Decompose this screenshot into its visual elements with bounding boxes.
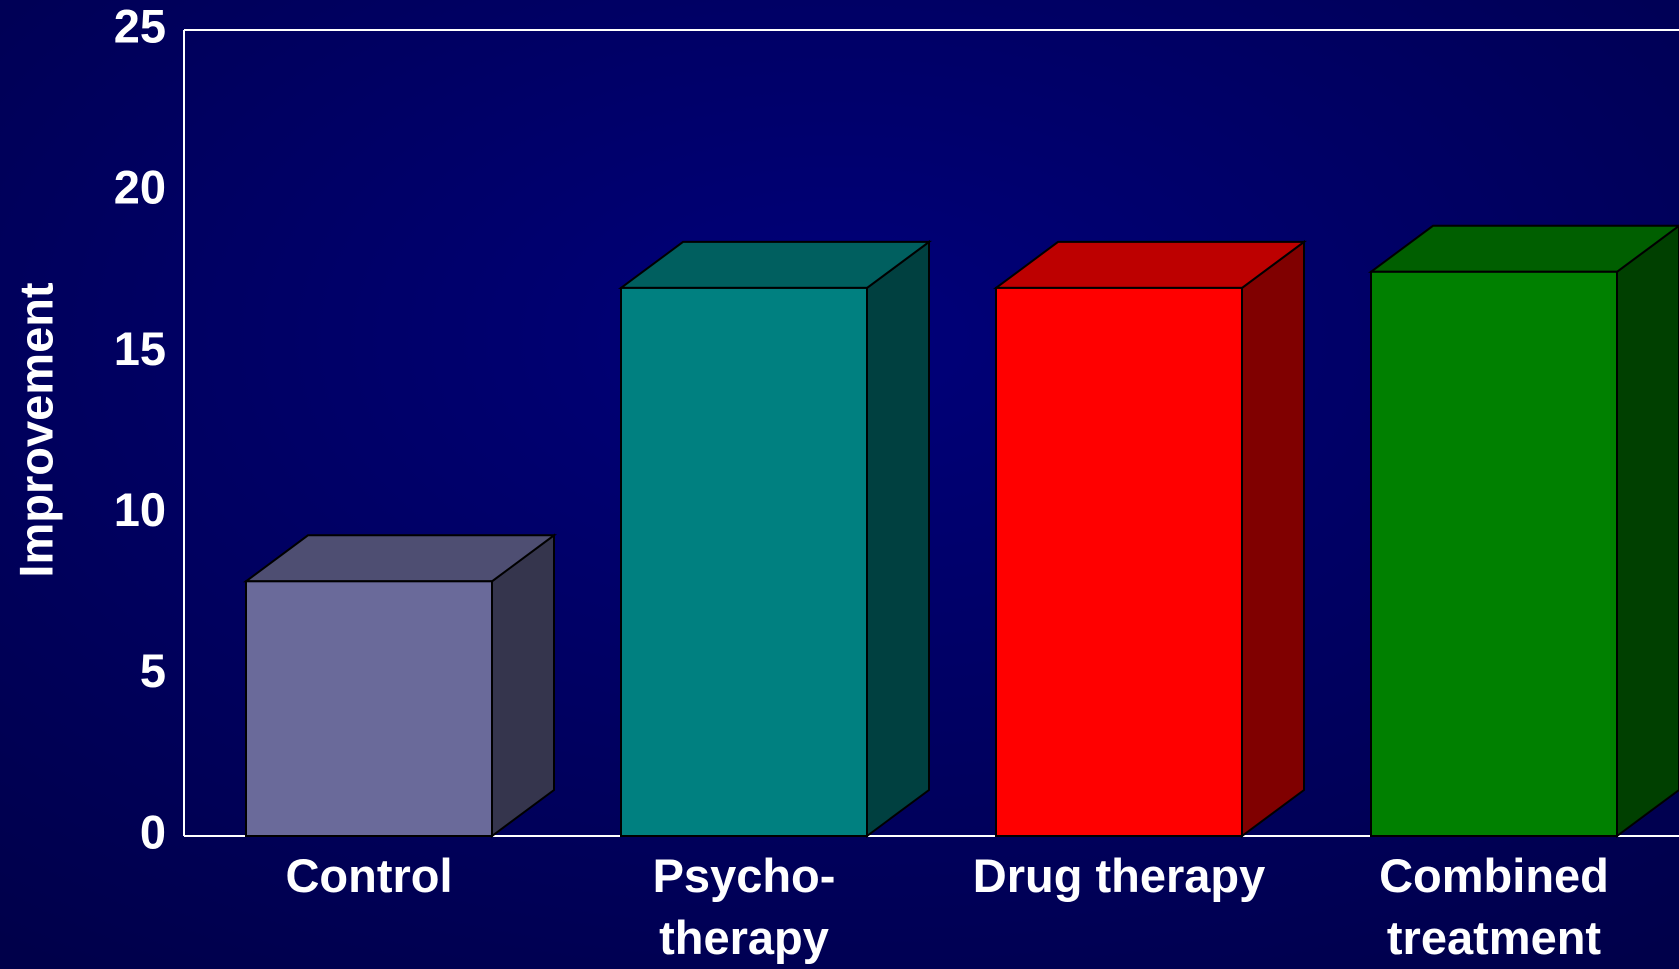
- bar: [245, 580, 493, 838]
- x-tick-label-line: Drug therapy: [973, 849, 1266, 902]
- x-tick-label-line: therapy: [659, 911, 829, 964]
- y-tick-label: 20: [114, 161, 166, 214]
- x-tick-label: Drug therapy: [973, 849, 1266, 902]
- y-tick-label: 10: [114, 483, 166, 536]
- bar: [1370, 270, 1618, 837]
- bar-side: [866, 239, 930, 838]
- x-tick-label-line: Psycho-: [653, 849, 836, 902]
- y-tick-label: 5: [140, 644, 166, 697]
- x-tick-label: Combined treatment: [1379, 849, 1609, 964]
- y-tick-label: 25: [114, 0, 166, 52]
- y-tick-label: 0: [140, 805, 166, 858]
- y-axis-title: Improvement: [9, 282, 62, 577]
- x-tick-label-line: Control: [285, 849, 452, 902]
- bar: [620, 286, 868, 838]
- x-tick-label-line: Combined: [1379, 849, 1609, 902]
- bar: [995, 286, 1243, 838]
- y-tick-label: 15: [114, 322, 166, 375]
- bar-side: [1616, 224, 1679, 838]
- x-tick-label: Psycho-therapy: [653, 849, 836, 964]
- x-tick-label: Control: [285, 849, 452, 902]
- bar-side: [1241, 239, 1305, 838]
- x-tick-label-line: treatment: [1387, 911, 1602, 964]
- bar-side: [491, 533, 555, 838]
